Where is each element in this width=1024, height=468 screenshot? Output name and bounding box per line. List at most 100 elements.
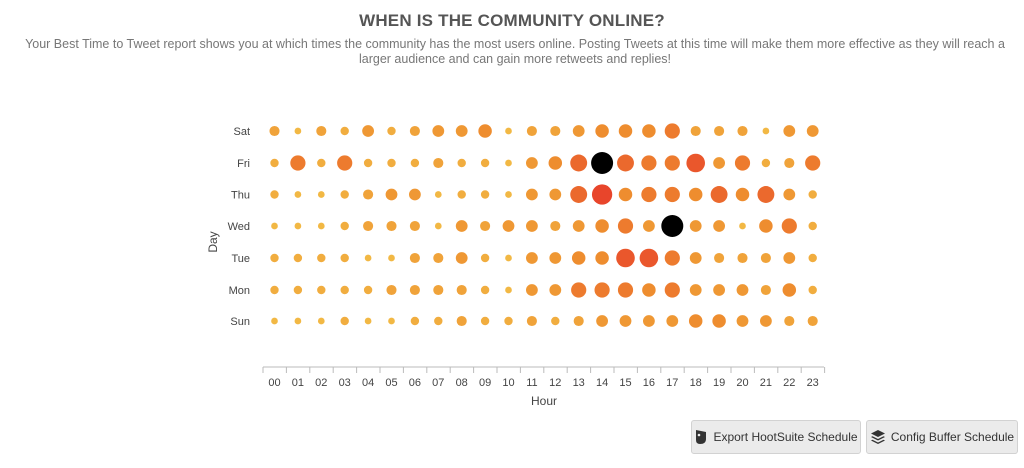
export-hootsuite-button[interactable]: Export HootSuite Schedule [691, 420, 861, 454]
punchcard-dot [526, 157, 538, 169]
punchcard-dot [808, 253, 817, 263]
punchcard-dot [714, 125, 725, 137]
punchcard-dot [808, 285, 817, 295]
punchcard-dot [457, 158, 466, 168]
punchcard-dot [784, 315, 795, 327]
punchcard-dot [736, 284, 749, 296]
hour-tick-label: 03 [339, 377, 351, 389]
punchcard-dot [735, 187, 750, 202]
punchcard-dot [551, 316, 560, 326]
punchcard-dot [571, 251, 586, 265]
punchcard-dot [549, 252, 562, 264]
punchcard-dot [340, 253, 349, 263]
punchcard-dot [340, 126, 349, 136]
hour-tick-label: 22 [783, 377, 795, 389]
punchcard-dot [269, 125, 280, 137]
punchcard-dot [409, 284, 420, 296]
punchcard-dot [689, 284, 702, 296]
punchcard-dot [455, 220, 468, 232]
layers-icon [870, 429, 886, 445]
punchcard-dot [618, 124, 633, 138]
hour-tick-label: 10 [502, 377, 514, 389]
punchcard-dot [480, 253, 490, 263]
day-label: Wed [228, 221, 250, 233]
hour-tick-label: 04 [362, 377, 374, 389]
punchcard-dot [760, 284, 771, 296]
punchcard-dot [641, 186, 657, 203]
config-buffer-button[interactable]: Config Buffer Schedule [866, 420, 1018, 454]
punchcard-dot [455, 252, 468, 264]
day-label: Mon [229, 285, 250, 297]
punchcard-dot [457, 190, 466, 199]
punchcard-dot [664, 250, 680, 266]
punchcard-dot [271, 317, 278, 325]
y-axis-title: Day [206, 231, 220, 252]
punchcard-dot [386, 284, 397, 296]
hour-tick-label: 23 [807, 377, 819, 389]
punchcard-dot [808, 190, 817, 199]
punchcard-dot [572, 125, 585, 137]
punchcard-dot [317, 317, 325, 325]
punchcard-dot [619, 315, 632, 327]
day-label: Sun [230, 316, 250, 328]
punchcard-dot [639, 248, 659, 268]
punchcard-dot [595, 219, 609, 233]
punchcard-dot [294, 127, 302, 135]
punchcard-dot [340, 285, 349, 295]
punchcard-dot [480, 285, 490, 295]
punchcard-dot [363, 158, 373, 168]
punchcard-dot [433, 157, 444, 169]
punchcard-dot [570, 186, 588, 203]
punchcard-dot [618, 187, 633, 202]
day-label: Tue [231, 253, 250, 265]
punchcard-dot [386, 220, 397, 232]
punchcard-dot [526, 188, 538, 201]
hour-tick-label: 09 [479, 377, 491, 389]
punchcard-dot [710, 186, 728, 203]
punchcard-dot [688, 314, 703, 328]
punchcard-dot [387, 126, 396, 136]
punchcard-dot [734, 155, 751, 171]
punchcard-dot [433, 252, 444, 264]
punchcard-dot [760, 315, 772, 327]
page-subtitle: Your Best Time to Tweet report shows you… [25, 37, 1005, 66]
punchcard-dot [502, 220, 515, 232]
punchcard-dot [595, 124, 609, 138]
punchcard-dot [526, 220, 538, 232]
punchcard-dot [642, 124, 656, 138]
punchcard-dot [806, 125, 819, 137]
punchcard-dot [480, 220, 491, 232]
punchcard-dot [783, 125, 796, 137]
punchcard-dot [526, 284, 538, 296]
punchcard-dot [783, 252, 796, 264]
punchcard-dot [759, 219, 773, 233]
hour-tick-label: 20 [736, 377, 748, 389]
punchcard-dot [293, 253, 303, 263]
punchcard-dot [573, 315, 584, 327]
punchcard-dot [340, 221, 349, 231]
punchcard-dot [409, 125, 420, 137]
punchcard-dot [783, 188, 796, 201]
punchcard-dot [570, 154, 588, 172]
punchcard-dot [762, 127, 770, 135]
punchcard-dot [270, 285, 279, 295]
punchcard-dot [737, 125, 748, 137]
punchcard-dot [784, 157, 795, 169]
punchcard-dot [781, 218, 797, 234]
punchcard-dot [317, 253, 326, 263]
punchcard-dot [271, 222, 278, 230]
hour-tick-label: 05 [385, 377, 397, 389]
hour-tick-label: 18 [690, 377, 702, 389]
punchcard-dot [664, 282, 680, 298]
punchcard-dot [505, 286, 512, 294]
day-label: Thu [231, 190, 250, 202]
punchcard-dot [526, 315, 537, 327]
hour-tick-label: 07 [432, 377, 444, 389]
owl-icon [694, 429, 708, 445]
hour-tick-label: 21 [760, 377, 772, 389]
punchcard-dot [617, 218, 634, 234]
punchcard-dot [712, 314, 726, 328]
punchcard-dot [689, 252, 702, 264]
punchcard-dot [505, 254, 512, 262]
punchcard-dot [643, 315, 655, 327]
